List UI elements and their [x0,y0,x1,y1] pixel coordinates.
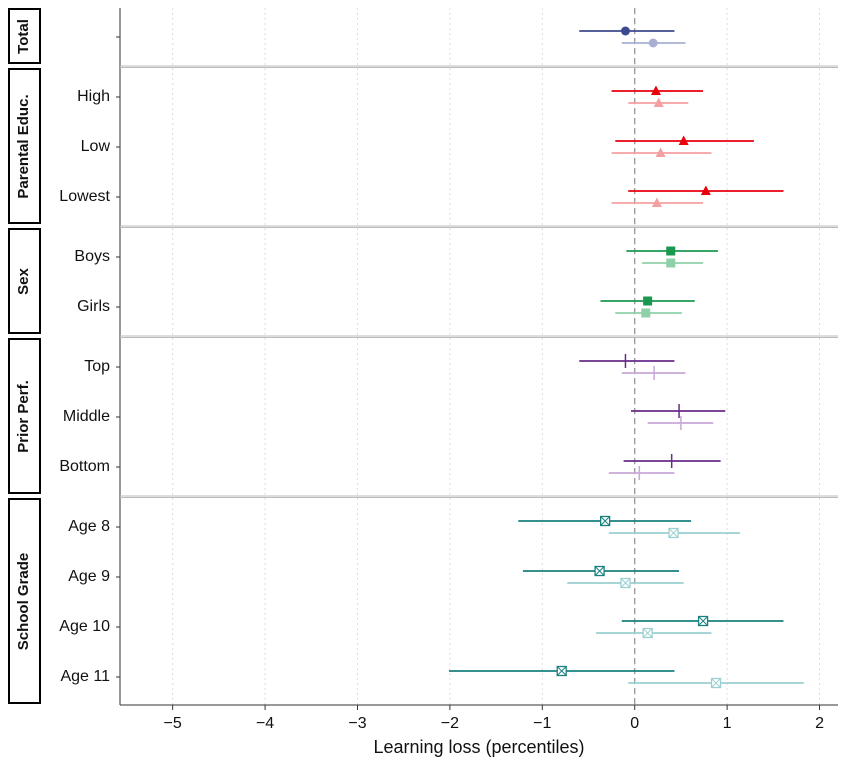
y-tick-label: Lowest [59,188,110,205]
y-tick-label: Boys [74,248,110,265]
y-tick-label: Middle [63,408,110,425]
x-tick-label: −3 [348,715,366,732]
point [651,197,662,207]
marker [643,296,653,306]
point [594,565,605,577]
y-tick-label: Low [81,138,111,155]
strip-label: Prior Perf. [15,380,32,453]
point [700,185,711,195]
marker [650,85,661,95]
strip-box [8,338,41,494]
point [666,258,676,268]
point [668,527,679,539]
x-tick-label: 1 [723,715,732,732]
y-tick-label: Girls [77,298,110,315]
x-tick-label: −5 [164,715,182,732]
strip-label: School Grade [15,553,32,651]
strip-label: Total [15,19,32,54]
strip-box [8,8,41,64]
marker [651,197,662,207]
point [653,97,664,107]
point [556,665,567,677]
strip-label: Parental Educ. [15,94,32,198]
point [641,308,651,318]
marker [700,185,711,195]
y-tick-label: Age 10 [59,618,110,635]
marker [711,678,721,688]
point [650,85,661,95]
marker [620,26,630,36]
y-tick-label: Age 11 [60,668,110,685]
point [620,26,630,36]
marker [678,135,689,145]
marker [594,566,605,576]
point [697,615,709,627]
marker [666,258,676,268]
marker [620,578,631,588]
x-tick-label: −4 [256,715,274,732]
point [599,515,611,527]
marker [648,38,658,48]
marker [668,528,679,538]
point [643,296,653,306]
point [648,38,658,48]
x-tick-label: −1 [533,715,551,732]
marker [641,308,651,318]
point [666,246,676,256]
x-tick-label: −2 [441,715,459,732]
x-tick-label: 0 [630,715,639,732]
marker [698,616,708,626]
strip-box [8,498,41,704]
y-tick-label: Age 8 [68,518,110,535]
y-tick-label: High [77,88,110,105]
strip-label: Sex [15,268,32,295]
x-tick-label: 2 [815,715,824,732]
marker [655,147,666,157]
strip-box [8,68,41,224]
point [710,677,722,689]
y-tick-label: Top [84,358,110,375]
point [655,147,666,157]
y-tick-label: Age 9 [68,568,110,585]
point [678,135,689,145]
marker [666,246,676,256]
point [620,577,631,589]
strip-box [8,228,41,334]
marker [600,516,610,526]
marker [556,666,567,676]
y-tick-label: Bottom [59,458,110,475]
x-axis-title: Learning loss (percentiles) [373,737,584,757]
marker [642,628,653,638]
marker [653,97,664,107]
point [642,627,653,639]
